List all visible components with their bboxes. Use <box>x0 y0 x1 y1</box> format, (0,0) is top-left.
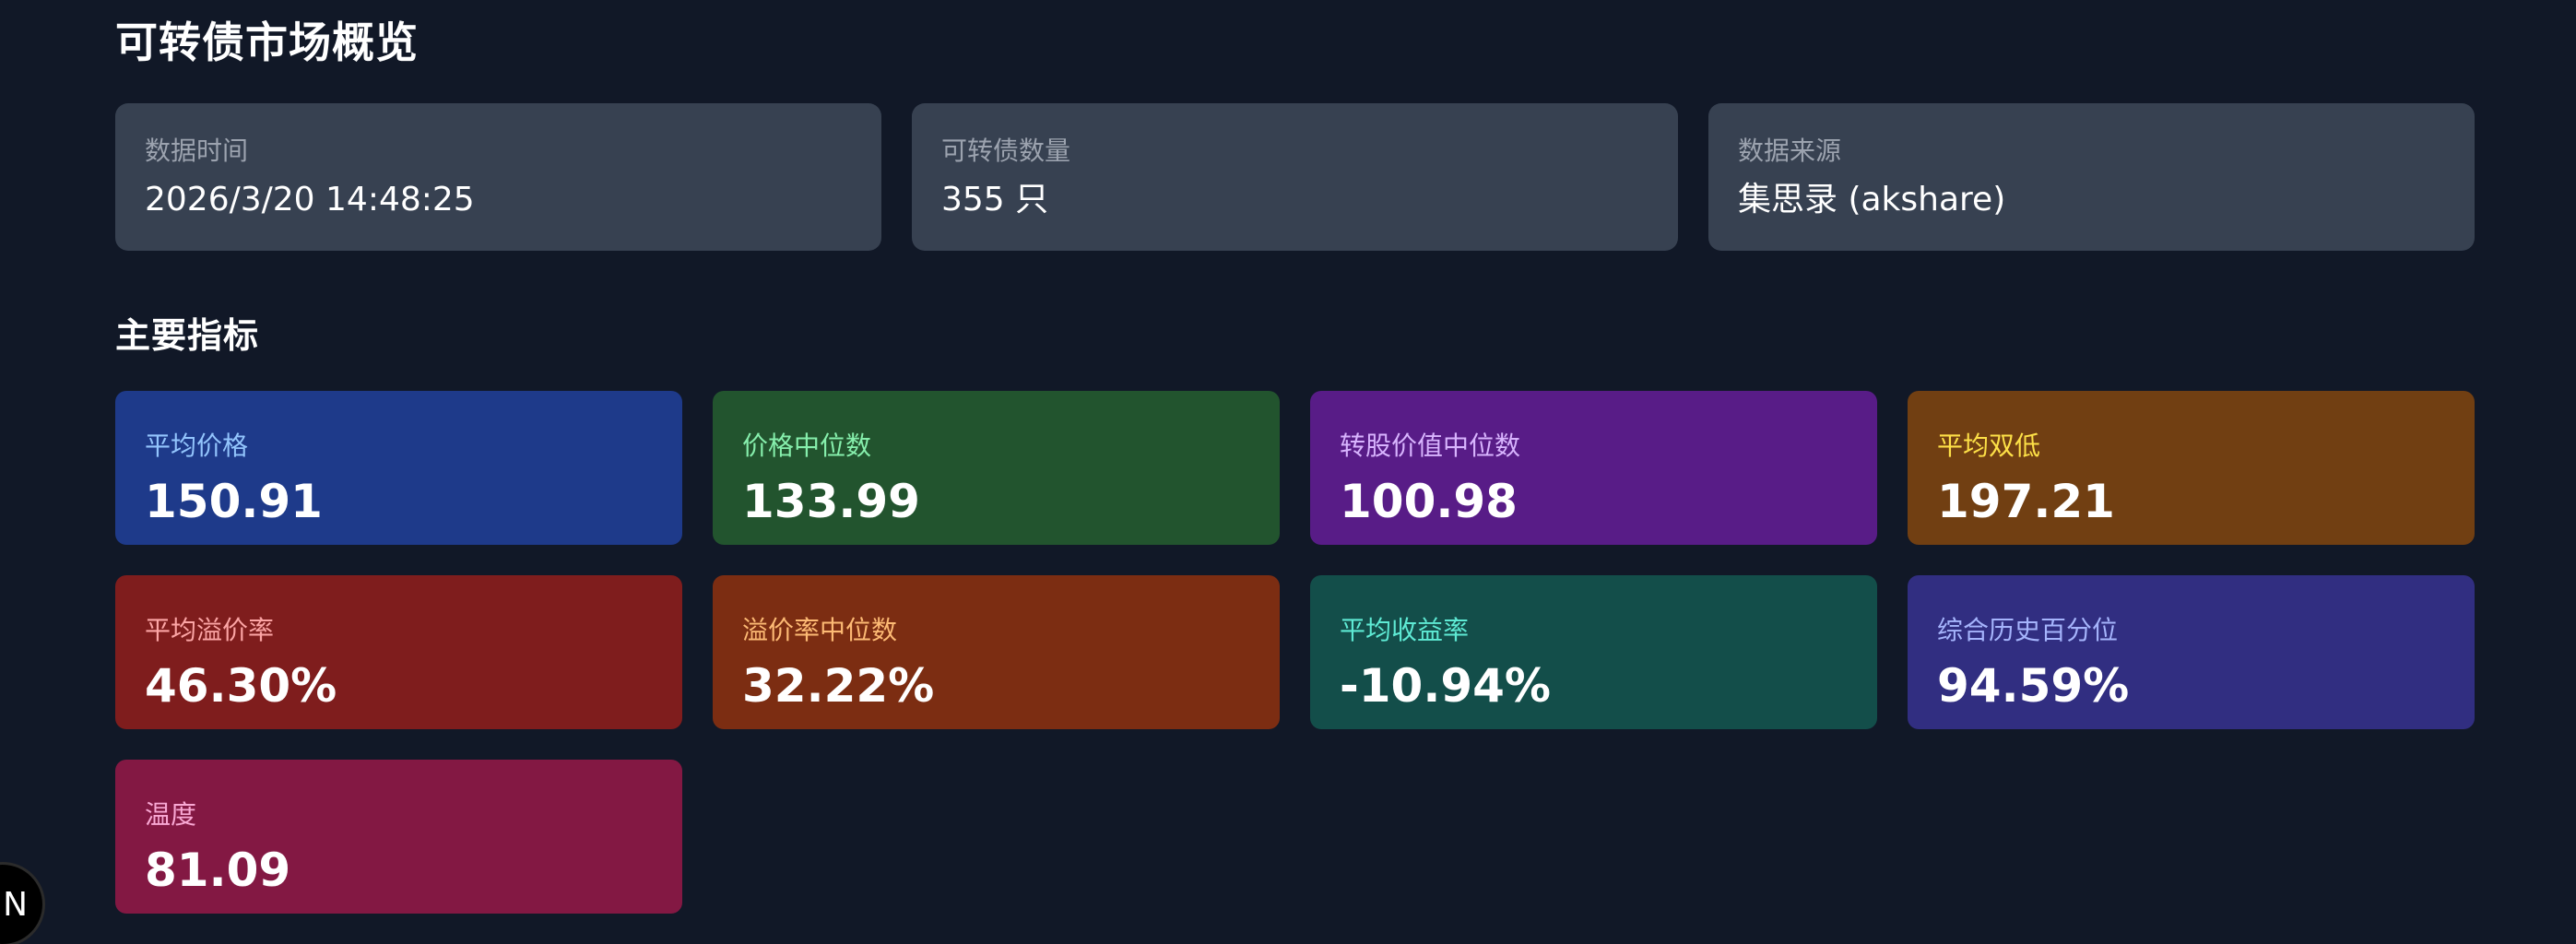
info-value: 2026/3/20 14:48:25 <box>145 181 475 218</box>
metric-card-avg-price: 平均价格 150.91 <box>115 391 682 545</box>
metric-card-avg-double-low: 平均双低 197.21 <box>1908 391 2475 545</box>
metric-label: 温度 <box>145 799 197 830</box>
section-title: 主要指标 <box>115 315 260 356</box>
metric-card-history-percentile: 综合历史百分位 94.59% <box>1908 575 2475 729</box>
metric-label: 价格中位数 <box>742 431 872 461</box>
metric-card-median-conversion-value: 转股价值中位数 100.98 <box>1310 391 1877 545</box>
metric-card-median-premium: 溢价率中位数 32.22% <box>713 575 1280 729</box>
info-label: 数据来源 <box>1738 136 1842 166</box>
metric-value: 133.99 <box>742 475 920 528</box>
metric-label: 平均溢价率 <box>145 615 275 645</box>
metric-value: 81.09 <box>145 844 291 897</box>
info-card-bond-count: 可转债数量 355 只 <box>912 103 1678 251</box>
metric-card-median-price: 价格中位数 133.99 <box>713 391 1280 545</box>
metric-label: 平均价格 <box>145 431 249 461</box>
info-label: 可转债数量 <box>941 136 1071 166</box>
info-card-data-time: 数据时间 2026/3/20 14:48:25 <box>115 103 881 251</box>
metric-value: 100.98 <box>1340 475 1518 528</box>
metric-card-avg-premium: 平均溢价率 46.30% <box>115 575 682 729</box>
metric-value: 46.30% <box>145 659 337 713</box>
metric-label: 转股价值中位数 <box>1340 431 1521 461</box>
info-value: 355 只 <box>941 181 1049 218</box>
metric-label: 溢价率中位数 <box>742 615 898 645</box>
metric-value: 150.91 <box>145 475 323 528</box>
metric-value: 197.21 <box>1937 475 2115 528</box>
metric-label: 平均收益率 <box>1340 615 1470 645</box>
info-value: 集思录 (akshare) <box>1738 181 2006 218</box>
metric-card-avg-yield: 平均收益率 -10.94% <box>1310 575 1877 729</box>
info-label: 数据时间 <box>145 136 249 166</box>
n-badge-letter: N <box>3 885 28 924</box>
info-card-data-source: 数据来源 集思录 (akshare) <box>1708 103 2475 251</box>
metric-value: 32.22% <box>742 659 935 713</box>
n-badge-icon[interactable]: N <box>0 865 42 944</box>
metric-card-temperature: 温度 81.09 <box>115 760 682 914</box>
page-title: 可转债市场概览 <box>115 18 419 67</box>
metric-label: 综合历史百分位 <box>1937 615 2119 645</box>
metric-value: 94.59% <box>1937 659 2130 713</box>
metric-label: 平均双低 <box>1937 431 2041 461</box>
metric-value: -10.94% <box>1340 659 1552 713</box>
